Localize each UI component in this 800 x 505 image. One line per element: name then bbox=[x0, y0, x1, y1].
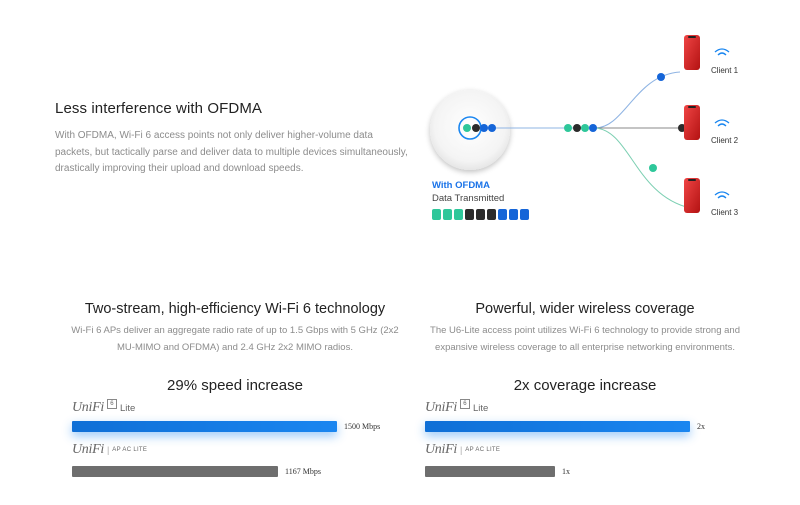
client-2-label: Client 2 bbox=[711, 136, 739, 145]
speed-value-ap-ac-lite: 1167 Mbps bbox=[285, 467, 321, 476]
speed-desc-line-2: MU-MIMO and OFDMA) and 2.4 GHz 2x2 MIMO … bbox=[117, 342, 353, 353]
phone-icon-client-2 bbox=[684, 105, 700, 140]
legend-subtitle: Data Transmitted bbox=[432, 193, 504, 204]
coverage-increase-stat: 2x coverage increase bbox=[513, 377, 657, 394]
speed-increase-stat: 29% speed increase bbox=[167, 377, 303, 394]
ofdma-diagram: Client 1 Client 2 Client 3 With OFDMA Da… bbox=[430, 35, 739, 220]
unifi-ap-ac-lite-logo-coverage: UniFi | AP AC LITE bbox=[425, 442, 501, 457]
coverage-value-ap-ac-lite: 1x bbox=[562, 467, 570, 476]
legend-packets bbox=[432, 209, 529, 220]
client-3-label: Client 3 bbox=[711, 208, 739, 217]
speed-value-u6-lite: 1500 Mbps bbox=[344, 422, 381, 431]
data-packets bbox=[463, 73, 686, 172]
coverage-section-title: Powerful, wider wireless coverage bbox=[475, 301, 695, 317]
wifi-icon-client-2 bbox=[714, 119, 730, 127]
unifi-6-lite-logo: UniFi 6 Lite bbox=[72, 399, 136, 415]
unifi-ap-ac-lite-logo: UniFi | AP AC LITE bbox=[72, 442, 148, 457]
connection-lines bbox=[480, 71, 691, 209]
phone-icon-client-1 bbox=[684, 35, 700, 70]
phone-icon-client-3 bbox=[684, 178, 700, 213]
speed-section-title: Two-stream, high-efficiency Wi-Fi 6 tech… bbox=[84, 301, 386, 317]
ofdma-description: With OFDMA, Wi-Fi 6 access points not on… bbox=[55, 130, 408, 174]
legend-title: With OFDMA bbox=[432, 180, 490, 191]
coverage-bar-u6-lite bbox=[425, 421, 690, 432]
coverage-bar-ap-ac-lite bbox=[425, 466, 555, 477]
speed-desc-line-1: Wi-Fi 6 APs deliver an aggregate radio r… bbox=[71, 325, 399, 336]
wifi-icon-client-3 bbox=[714, 191, 730, 199]
ofdma-heading: Less interference with OFDMA bbox=[55, 100, 263, 117]
unifi-6-lite-logo-coverage: UniFi 6 Lite bbox=[425, 399, 489, 415]
wifi-icon-client-1 bbox=[714, 48, 730, 56]
coverage-value-u6-lite: 2x bbox=[697, 422, 705, 431]
client-1-label: Client 1 bbox=[711, 66, 739, 75]
speed-bar-ap-ac-lite bbox=[72, 466, 278, 477]
coverage-desc-line-1: The U6-Lite access point utilizes Wi-Fi … bbox=[430, 325, 740, 336]
coverage-desc-line-2: expansive wireless coverage to all enter… bbox=[435, 342, 735, 353]
speed-section-description: Wi-Fi 6 APs deliver an aggregate radio r… bbox=[50, 322, 420, 356]
speed-bar-u6-lite bbox=[72, 421, 337, 432]
coverage-section-description: The U6-Lite access point utilizes Wi-Fi … bbox=[400, 322, 770, 356]
